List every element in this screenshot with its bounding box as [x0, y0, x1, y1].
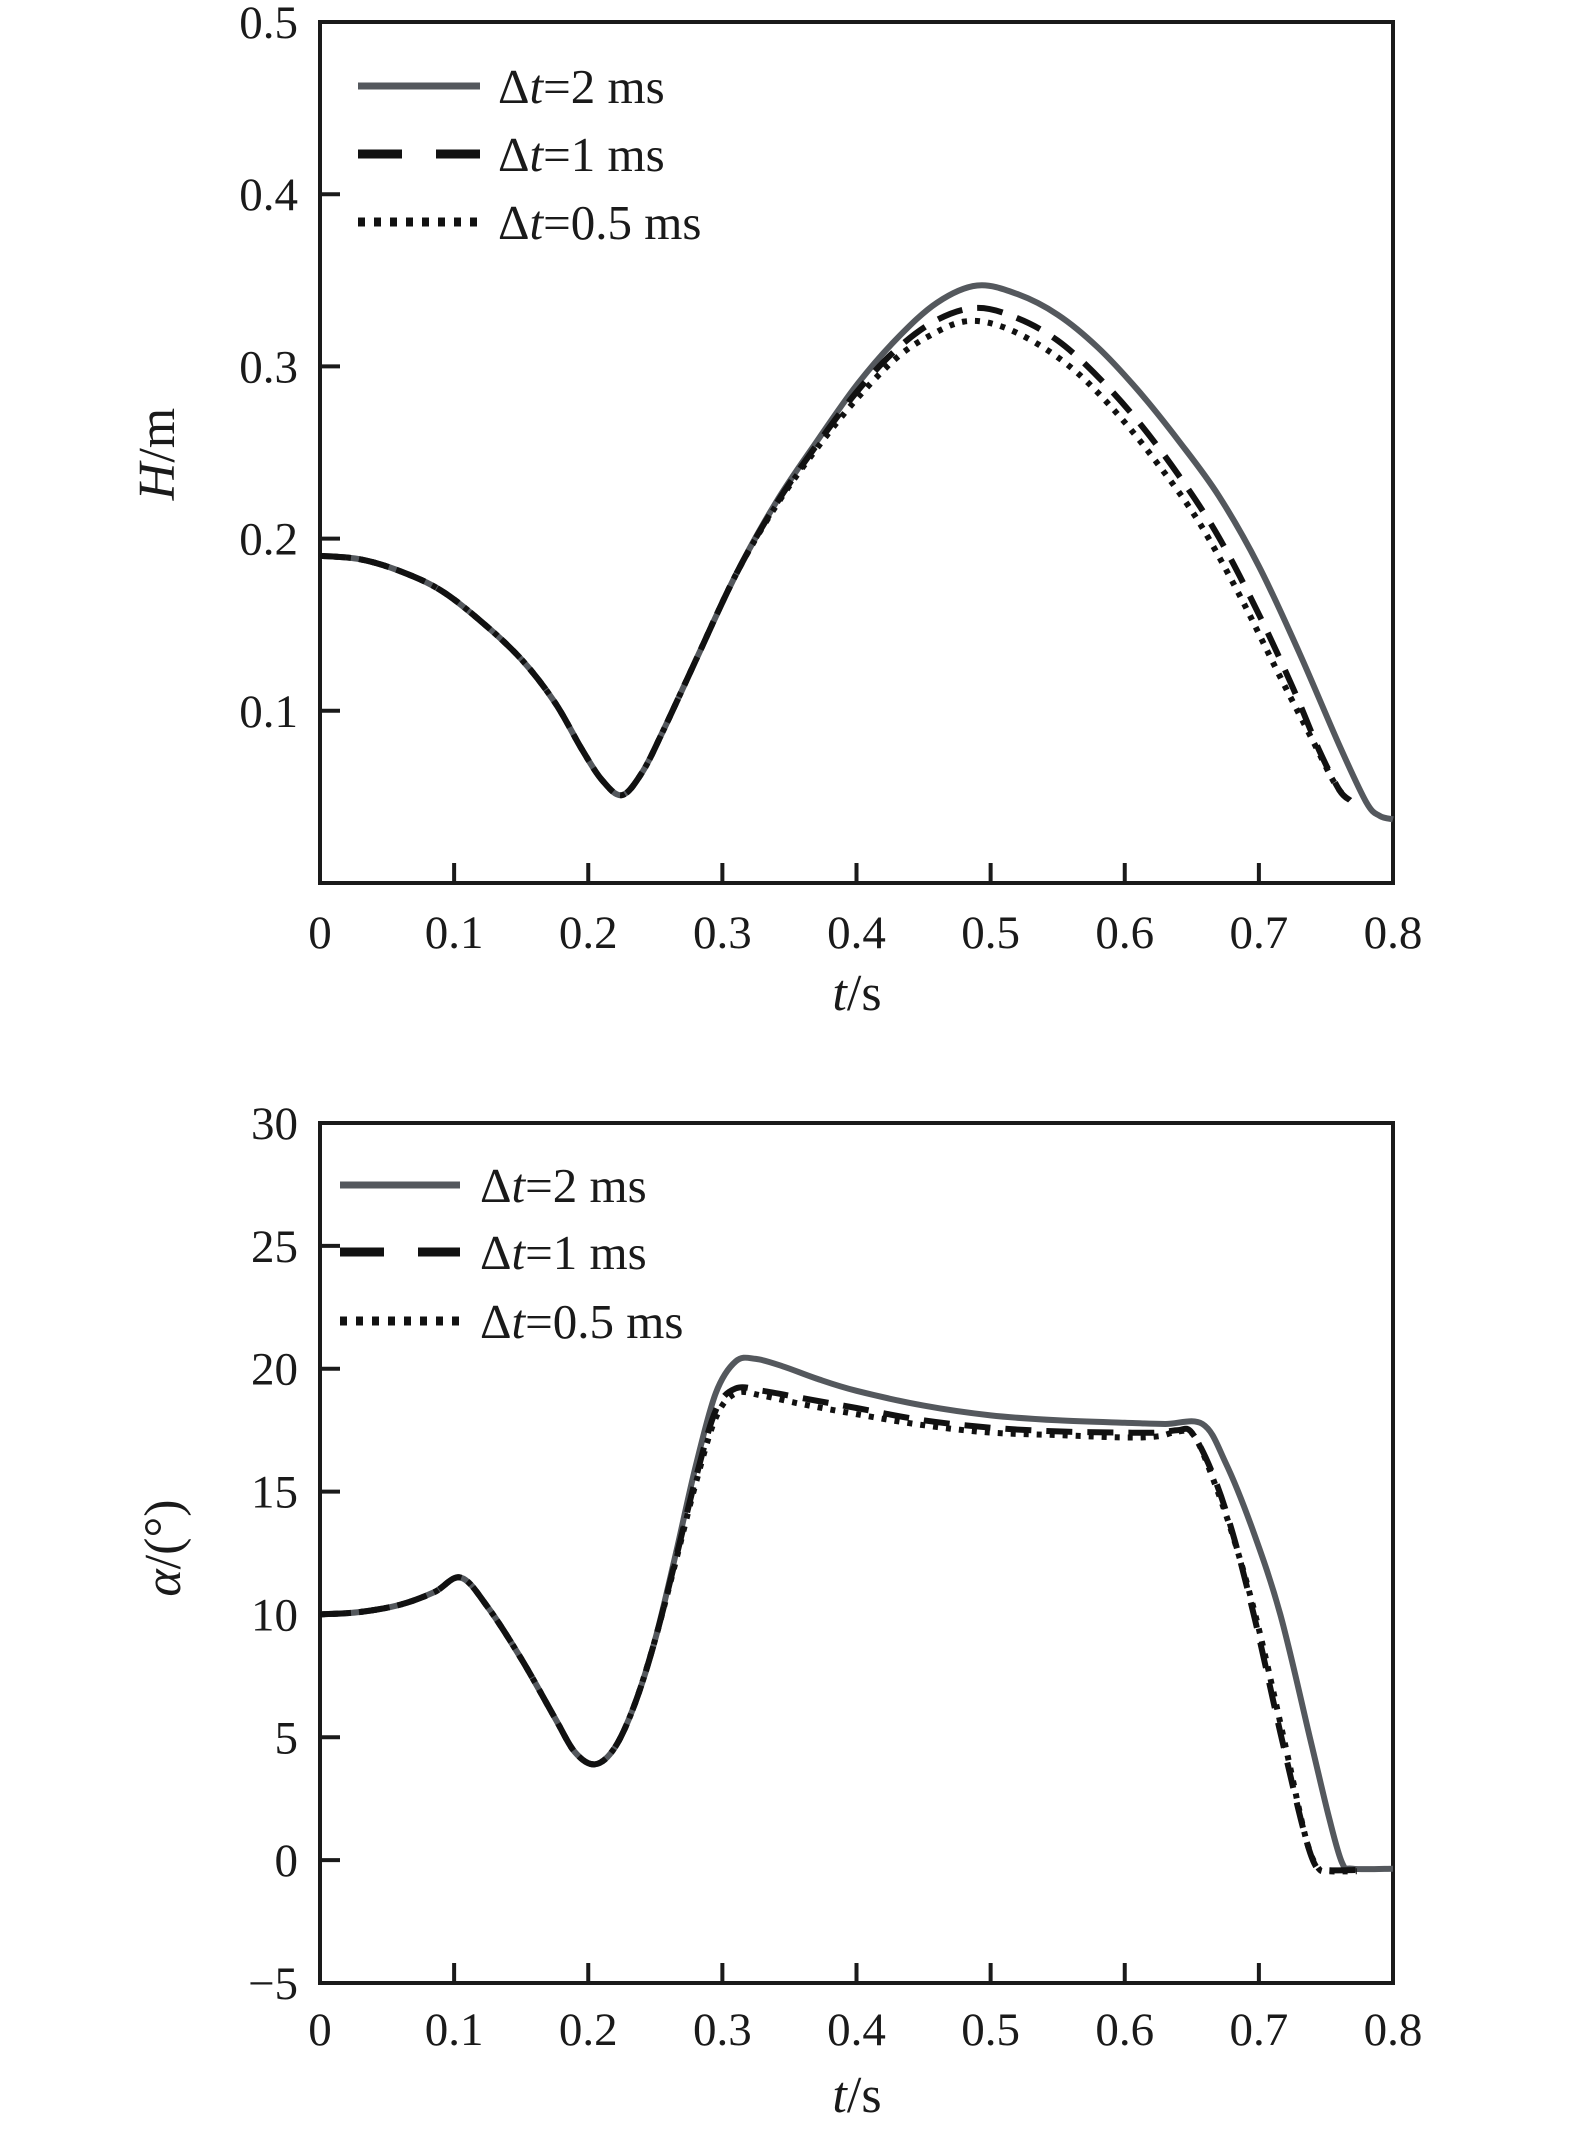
y-axis-title: α/(°)	[135, 1499, 192, 1596]
y-tick-label: 30	[251, 1098, 298, 1150]
legend-label: Δt=0.5 ms	[480, 1294, 683, 1349]
x-tick-label: 0.4	[827, 907, 886, 959]
legend-label: Δt=2 ms	[480, 1158, 647, 1213]
x-tick-label: 0.8	[1364, 907, 1423, 959]
series-curve-dashed	[319, 304, 1353, 803]
x-tick-label: 0	[308, 2004, 332, 2056]
x-tick-label: 0.3	[693, 2004, 752, 2056]
legend-label: Δt=0.5 ms	[498, 195, 701, 250]
x-tick-label: 0.7	[1230, 907, 1289, 959]
y-tick-label: 20	[251, 1344, 298, 1396]
x-tick-label: 0	[308, 907, 332, 959]
x-tick-label: 0.3	[693, 907, 752, 959]
series-curve-solid	[319, 1354, 1394, 1873]
y-tick-label: 0.1	[239, 686, 298, 738]
x-tick-label: 0.5	[961, 907, 1020, 959]
y-tick-label: 15	[251, 1467, 298, 1519]
x-tick-label: 0.5	[961, 2004, 1020, 2056]
x-axis-title: t/s	[832, 2067, 881, 2124]
x-tick-label: 0.8	[1364, 2004, 1423, 2056]
x-tick-label: 0.7	[1230, 2004, 1289, 2056]
x-tick-label: 0.6	[1095, 907, 1154, 959]
legend-label: Δt=1 ms	[480, 1225, 647, 1280]
y-tick-label: 0	[275, 1835, 299, 1887]
y-tick-label: 5	[275, 1712, 299, 1764]
series-curve-solid	[319, 282, 1394, 823]
y-tick-label: 0.3	[239, 341, 298, 393]
x-tick-label: 0.1	[425, 2004, 484, 2056]
y-tick-label: 25	[251, 1221, 298, 1273]
x-tick-label: 0.1	[425, 907, 484, 959]
x-axis-title: t/s	[832, 965, 881, 1022]
y-tick-label: −5	[248, 1958, 298, 2010]
plot-border	[318, 20, 1395, 885]
x-tick-label: 0.2	[559, 2004, 618, 2056]
series-curve-dotted	[319, 1388, 1357, 1875]
x-tick-label: 0.2	[559, 907, 618, 959]
y-tick-label: 0.2	[239, 514, 298, 566]
y-axis-title: H/m	[129, 408, 186, 501]
legend-label: Δt=2 ms	[498, 59, 665, 114]
alpha-vs-t-chart: 0 0.1 0.2 0.3 0.4 0.5 0.6 0.7 0.8−5051015202530t…	[135, 1098, 1422, 2124]
legend-label: Δt=1 ms	[498, 127, 665, 182]
y-tick-label: 0.5	[239, 0, 298, 49]
h-vs-t-chart: 0 0.1 0.2 0.3 0.4 0.5 0.6 0.7 0.8 0.1 0.2 0.3 0.4 0.5…	[129, 0, 1422, 1022]
x-tick-label: 0.4	[827, 2004, 886, 2056]
series-curve-dashed	[319, 1384, 1356, 1874]
y-tick-label: 10	[251, 1589, 298, 1641]
x-tick-label: 0.6	[1095, 2004, 1154, 2056]
y-tick-label: 0.4	[239, 169, 298, 221]
series-curve-dotted	[319, 317, 1346, 799]
